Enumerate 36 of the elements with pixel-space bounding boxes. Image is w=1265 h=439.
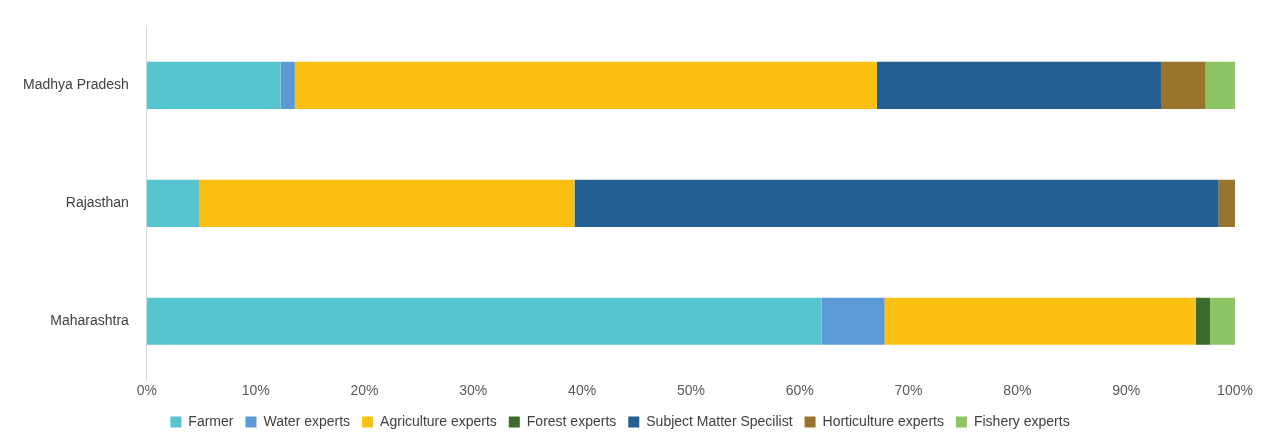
y-tick-label: Maharashtra xyxy=(50,312,130,329)
x-tick-label: 60% xyxy=(785,382,814,399)
bar xyxy=(146,297,822,345)
bar xyxy=(146,179,200,227)
bar xyxy=(146,61,281,109)
x-tick-label: 50% xyxy=(676,382,705,399)
y-tick-label: Madhya Pradesh xyxy=(23,76,129,93)
x-tick-label: 80% xyxy=(1003,382,1032,399)
bar xyxy=(199,179,575,227)
bar xyxy=(884,297,1196,345)
x-tick-label: 100% xyxy=(1217,382,1253,399)
bar xyxy=(1205,61,1235,109)
bar xyxy=(294,61,877,109)
x-tick-label: 40% xyxy=(568,382,597,399)
legend-label: Farmer xyxy=(188,412,234,429)
x-tick-label: 0% xyxy=(136,382,157,399)
bar xyxy=(877,61,1162,109)
legend-label: Water experts xyxy=(263,412,351,429)
x-tick-label: 70% xyxy=(894,382,923,399)
x-tick-label: 10% xyxy=(241,382,270,399)
bar xyxy=(574,179,1219,227)
bar xyxy=(1195,297,1210,345)
legend-label: Agriculture experts xyxy=(380,412,497,429)
bar xyxy=(1161,61,1206,109)
bar xyxy=(1218,179,1235,227)
x-tick-label: 30% xyxy=(459,382,488,399)
legend-label: Subject Matter Specilist xyxy=(646,412,793,429)
legend-label: Horticulture experts xyxy=(822,412,944,429)
bar xyxy=(280,61,295,109)
legend-label: Fishery experts xyxy=(973,412,1070,429)
bar xyxy=(1209,297,1235,345)
bar xyxy=(821,297,885,345)
x-tick-label: 90% xyxy=(1112,382,1141,399)
legend-label: Forest experts xyxy=(526,412,617,429)
y-tick-label: Rajasthan xyxy=(65,194,129,211)
x-tick-label: 20% xyxy=(350,382,379,399)
